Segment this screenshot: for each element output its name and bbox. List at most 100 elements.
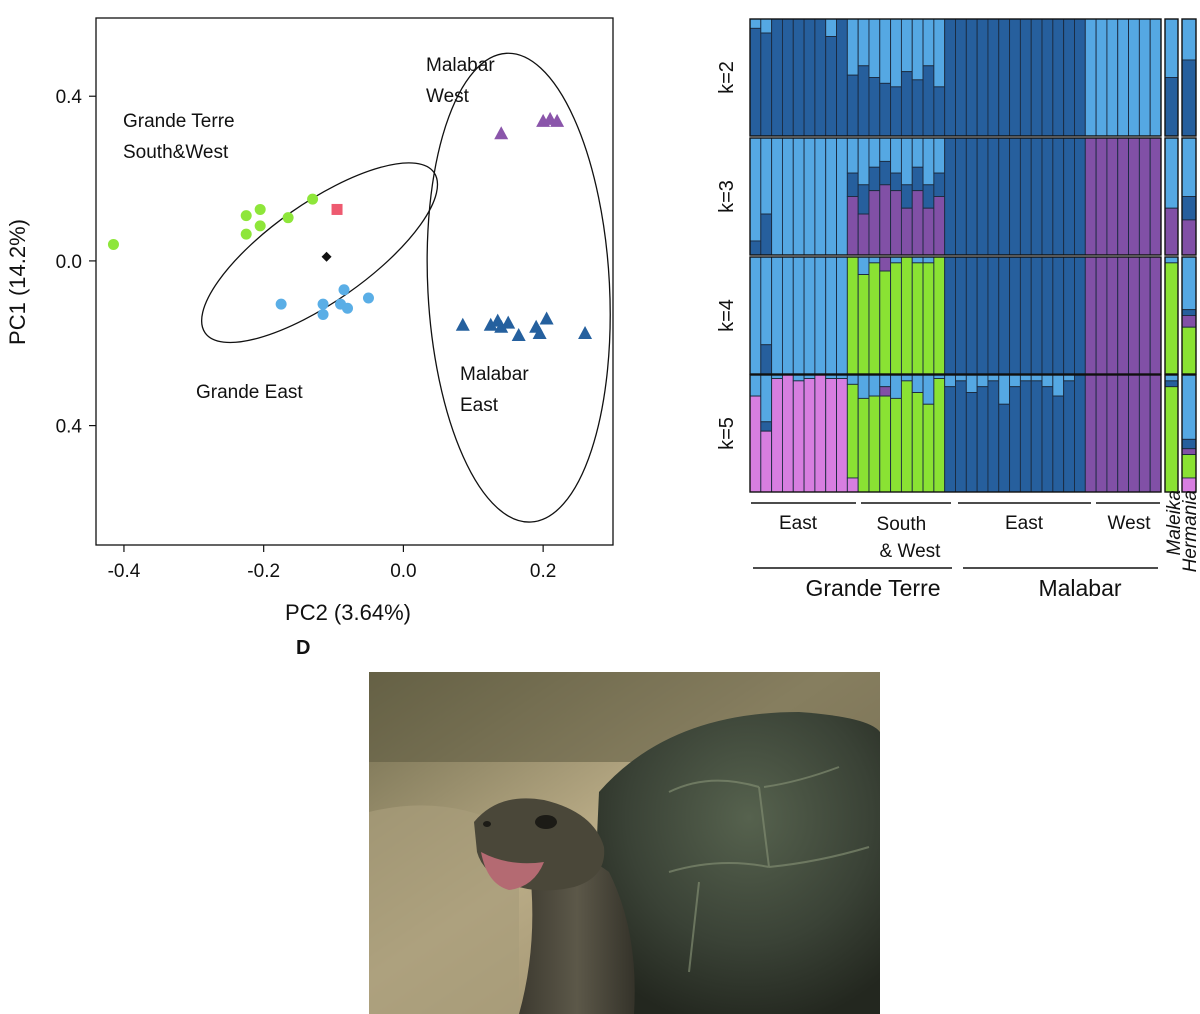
structure-bar-segment	[1181, 448, 1197, 456]
structure-bar-segment	[933, 256, 946, 375]
structure-bar-segment	[1030, 137, 1043, 256]
pca-points	[107, 111, 593, 342]
structure-bar-segment	[1063, 374, 1075, 382]
structure-bar-segment	[792, 374, 805, 382]
structure-bar-segment	[1030, 380, 1043, 493]
structure-block-frame	[1164, 374, 1179, 493]
structure-bar-segment	[922, 18, 935, 67]
structure-block-frame	[749, 256, 1162, 375]
structure-bar-segment	[1181, 326, 1197, 375]
structure-bar-segment	[1009, 374, 1021, 388]
scatter-point-circle	[240, 210, 252, 222]
structure-bar-segment	[1181, 454, 1197, 479]
structure-bar-segment	[987, 374, 1000, 382]
tortoise-photo	[369, 672, 880, 1014]
structure-bar-segment	[900, 18, 913, 73]
structure-bar-segment	[1009, 137, 1021, 256]
scatter-point-circle	[254, 220, 266, 232]
tortoise-neck	[519, 854, 635, 1014]
tortoise-mouth	[481, 852, 544, 890]
structure-bar-segment	[803, 18, 816, 137]
structure-bar-segment	[1041, 137, 1054, 256]
structure-bar-segment	[965, 137, 978, 256]
structure-bar-segment	[1095, 256, 1108, 375]
structure-bar-segment	[911, 374, 924, 393]
structure-bar-segment	[911, 137, 924, 168]
structure-row-labels: k=2 k=3 k=4 k=5	[716, 61, 738, 450]
structure-bar-segment	[998, 137, 1011, 256]
group-label-line: Malabar	[460, 364, 529, 385]
structure-bar-segment	[879, 82, 892, 137]
structure-bar-segment	[1181, 59, 1197, 137]
structure-bar-segment	[814, 137, 827, 256]
structure-bar-segment	[890, 18, 902, 88]
scatter-point-circle	[107, 238, 119, 250]
structure-bar-segment	[944, 18, 956, 137]
pca-scatter-panel: -0.4 -0.2 0.0 0.2 0.4 0.0 0.4 PC2 (3.64%) PC1…	[5, 17, 614, 625]
structure-bar-segment	[868, 166, 881, 192]
group-label-malabar-east: Malabar East	[460, 364, 534, 416]
structure-bar-segment	[749, 18, 762, 29]
structure-bar-segment	[857, 184, 870, 215]
structure-bar-segment	[890, 172, 902, 192]
structure-bar-segment	[803, 378, 816, 493]
structure-bar-segment	[955, 18, 967, 137]
structure-bar-segment	[879, 160, 892, 186]
structure-bar-segment	[987, 137, 1000, 256]
structure-bar-segment	[944, 386, 956, 493]
structure-bar-segment	[781, 137, 794, 256]
x-tick-label: -0.2	[247, 561, 280, 582]
structure-bar-segment	[911, 256, 924, 264]
structure-bar-segment	[1052, 395, 1065, 493]
structure-bar-segment	[944, 256, 956, 375]
scatter-point-triangle	[455, 317, 470, 331]
x-tick-label: 0.2	[530, 561, 556, 582]
structure-bar-segment	[825, 378, 837, 493]
scatter-point-circle	[254, 203, 266, 215]
structure-bar-segment	[868, 374, 881, 397]
tortoise-photo-drawing	[369, 672, 880, 1014]
structure-bar-segment	[781, 374, 794, 493]
structure-bar-segment	[1052, 374, 1065, 397]
structure-bar-segment	[1138, 256, 1151, 375]
scatter-point-triangle	[494, 319, 509, 333]
structure-bar-segment	[1181, 256, 1197, 311]
structure-bar-segment	[998, 18, 1011, 137]
structure-bar-segment	[1181, 219, 1197, 256]
structure-bar-segment	[987, 18, 1000, 137]
structure-bar-segment	[1164, 77, 1179, 137]
structure-bar-segment	[1164, 374, 1179, 382]
structure-bar-segment	[1052, 137, 1065, 256]
structure-bar-segment	[857, 374, 870, 399]
structure-bar-segment	[846, 137, 859, 174]
structure-bar-segment	[1019, 137, 1032, 256]
structure-bar-segment	[955, 137, 967, 256]
structure-bar-segment	[846, 172, 859, 197]
structure-bar-segment	[1164, 256, 1179, 264]
structure-bar-segment	[1128, 256, 1140, 375]
island-label-hermania: Hermania	[1180, 490, 1200, 572]
structure-bar-segment	[1041, 374, 1054, 388]
structure-bar-segment	[749, 374, 762, 397]
structure-bar-segment	[760, 344, 773, 375]
structure-bar-segment	[1164, 137, 1179, 209]
structure-block-frame	[1164, 18, 1179, 137]
structure-bar-segment	[760, 421, 773, 432]
structure-bar-segment	[1074, 374, 1086, 493]
structure-bar-segment	[1084, 256, 1097, 375]
group-label-line: East	[460, 395, 499, 416]
structure-bar-segment	[1063, 18, 1075, 137]
y-tick-label: 0.0	[56, 252, 82, 273]
structure-bar-segment	[965, 392, 978, 493]
group-label-grande-terre-south-west: Grande Terre South&West	[123, 111, 240, 163]
pca-y-axis: 0.4 0.0 0.4	[56, 87, 96, 438]
pca-x-axis: -0.4 -0.2 0.0 0.2	[108, 545, 556, 582]
structure-block-frame	[1181, 137, 1197, 256]
group-label-line: South	[877, 514, 927, 535]
structure-bar-segment	[1095, 137, 1108, 256]
structure-bar-segment	[760, 32, 773, 137]
structure-bar-segment	[792, 380, 805, 493]
structure-bar-segment	[760, 137, 773, 215]
structure-bar-segment	[1149, 374, 1162, 493]
structure-bar-segment	[868, 262, 881, 375]
